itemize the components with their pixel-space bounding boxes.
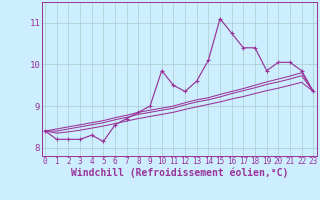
X-axis label: Windchill (Refroidissement éolien,°C): Windchill (Refroidissement éolien,°C) [70, 168, 288, 178]
